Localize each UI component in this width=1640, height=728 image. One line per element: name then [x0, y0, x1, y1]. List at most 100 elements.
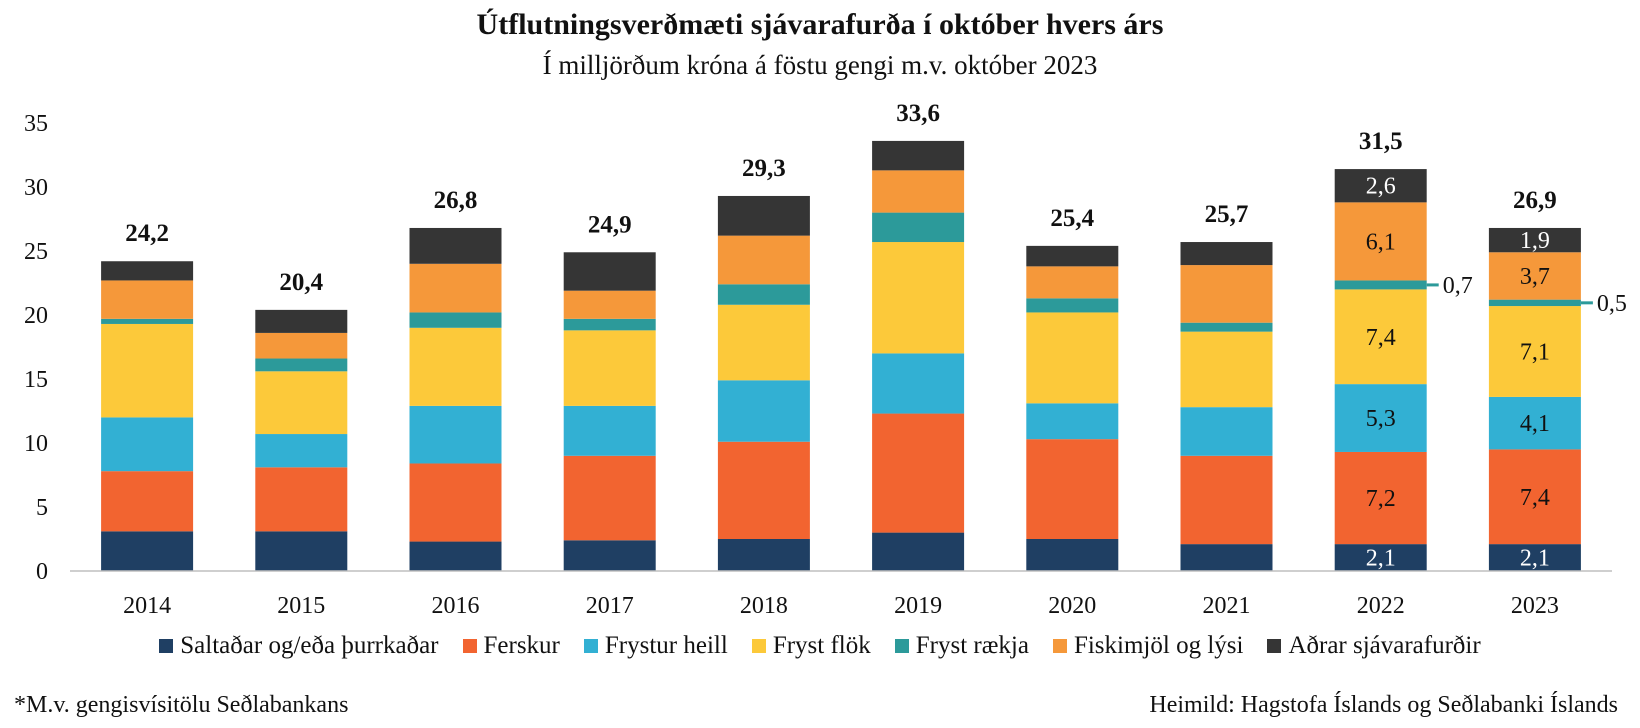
bar-segment — [564, 406, 656, 456]
bar-segment — [1026, 298, 1118, 312]
data-label: 7,2 — [1366, 486, 1396, 512]
legend-item: Fryst rækja — [895, 632, 1029, 660]
data-label: 2,6 — [1366, 174, 1396, 200]
x-tick-label: 2014 — [123, 593, 171, 619]
legend-swatch — [1053, 639, 1067, 653]
bar-segment — [1026, 246, 1118, 266]
bar-segment — [718, 236, 810, 285]
bar-segment — [255, 333, 347, 359]
bar-segment — [255, 531, 347, 571]
bar-segment — [718, 442, 810, 539]
bar-segment — [872, 353, 964, 413]
bar-segment — [255, 467, 347, 531]
legend-item: Fryst flök — [752, 632, 871, 660]
bar-total-label: 25,7 — [1205, 201, 1249, 228]
legend-label: Saltaðar og/eða þurrkaðar — [180, 632, 438, 660]
bar-segment — [718, 196, 810, 236]
bar-total-label: 33,6 — [896, 100, 940, 127]
bar-segment — [1026, 312, 1118, 403]
footnote: *M.v. gengisvísitölu Seðlabankans — [14, 692, 348, 719]
y-tick-label: 35 — [24, 111, 48, 137]
y-tick-label: 20 — [24, 303, 48, 329]
bar-segment — [1026, 439, 1118, 539]
chart-plot-area: 0510152025303524,2201420,4201526,8201624… — [0, 0, 1640, 630]
bar-segment — [564, 540, 656, 571]
bar-segment — [718, 284, 810, 304]
legend-label: Fiskimjöl og lýsi — [1074, 632, 1243, 660]
legend-swatch — [895, 639, 909, 653]
bar-segment — [872, 213, 964, 242]
data-label: 0,5 — [1597, 291, 1627, 317]
bar-segment — [1026, 266, 1118, 298]
data-label: 6,1 — [1366, 229, 1396, 255]
data-label: 2,1 — [1366, 546, 1396, 572]
bar-segment — [718, 305, 810, 381]
bar-segment — [410, 328, 502, 406]
x-tick-label: 2022 — [1357, 593, 1405, 619]
legend-item: Aðrar sjávarafurðir — [1267, 632, 1480, 660]
legend-swatch — [159, 639, 173, 653]
legend-label: Fryst rækja — [916, 632, 1029, 660]
data-label: 7,4 — [1366, 325, 1396, 351]
bar-segment — [101, 471, 193, 531]
bar-segment — [410, 542, 502, 571]
legend-swatch — [584, 639, 598, 653]
bar-segment — [1181, 265, 1273, 323]
bar-total-label: 20,4 — [279, 269, 323, 296]
bar-segment — [410, 312, 502, 327]
bar-segment — [872, 141, 964, 170]
bar-segment — [1181, 544, 1273, 571]
bar-segment — [872, 170, 964, 212]
x-tick-label: 2018 — [740, 593, 788, 619]
data-label: 3,7 — [1520, 264, 1550, 290]
source-note: Heimild: Hagstofa Íslands og Seðlabanki … — [1149, 692, 1618, 719]
bar-segment — [101, 280, 193, 318]
y-tick-label: 5 — [36, 495, 48, 521]
y-tick-label: 25 — [24, 239, 48, 265]
data-label: 7,4 — [1520, 485, 1550, 511]
data-label: 0,7 — [1443, 273, 1473, 299]
bar-segment — [410, 228, 502, 264]
legend-label: Fryst flök — [773, 632, 871, 660]
bar-total-label: 29,3 — [742, 155, 786, 182]
bar-segment — [1181, 407, 1273, 456]
y-tick-label: 10 — [24, 431, 48, 457]
bar-segment — [410, 264, 502, 313]
chart-legend: Saltaðar og/eða þurrkaðar Ferskur Frystur … — [0, 632, 1640, 660]
bar-segment — [718, 539, 810, 571]
bar-segment — [101, 261, 193, 280]
bar-segment — [872, 242, 964, 353]
y-tick-label: 15 — [24, 367, 48, 393]
bar-total-label: 24,9 — [588, 211, 632, 238]
bar-segment — [718, 380, 810, 441]
bar-segment — [872, 533, 964, 571]
bar-total-label: 25,4 — [1050, 205, 1094, 232]
x-tick-label: 2019 — [894, 593, 942, 619]
bar-segment — [255, 371, 347, 434]
bar-segment — [101, 531, 193, 571]
bar-segment — [255, 359, 347, 372]
data-label: 2,1 — [1520, 546, 1550, 572]
bar-total-label: 26,8 — [434, 187, 478, 214]
legend-label: Ferskur — [484, 632, 560, 660]
legend-label: Frystur heill — [605, 632, 728, 660]
bar-segment — [255, 310, 347, 333]
legend-item: Fiskimjöl og lýsi — [1053, 632, 1243, 660]
bar-segment — [1181, 323, 1273, 332]
x-tick-label: 2017 — [586, 593, 634, 619]
bar-segment — [564, 330, 656, 406]
bar-segment — [1026, 403, 1118, 439]
legend-label: Aðrar sjávarafurðir — [1288, 632, 1480, 660]
legend-item: Saltaðar og/eða þurrkaðar — [159, 632, 438, 660]
x-tick-label: 2016 — [432, 593, 480, 619]
bar-segment — [564, 291, 656, 319]
x-tick-label: 2021 — [1203, 593, 1251, 619]
bar-total-label: 26,9 — [1513, 187, 1557, 214]
x-tick-label: 2020 — [1048, 593, 1096, 619]
bar-segment — [255, 434, 347, 467]
bar-segment — [101, 319, 193, 324]
data-label: 4,1 — [1520, 411, 1550, 437]
data-label: 1,9 — [1520, 228, 1550, 254]
legend-swatch — [1267, 639, 1281, 653]
bar-segment — [410, 406, 502, 464]
